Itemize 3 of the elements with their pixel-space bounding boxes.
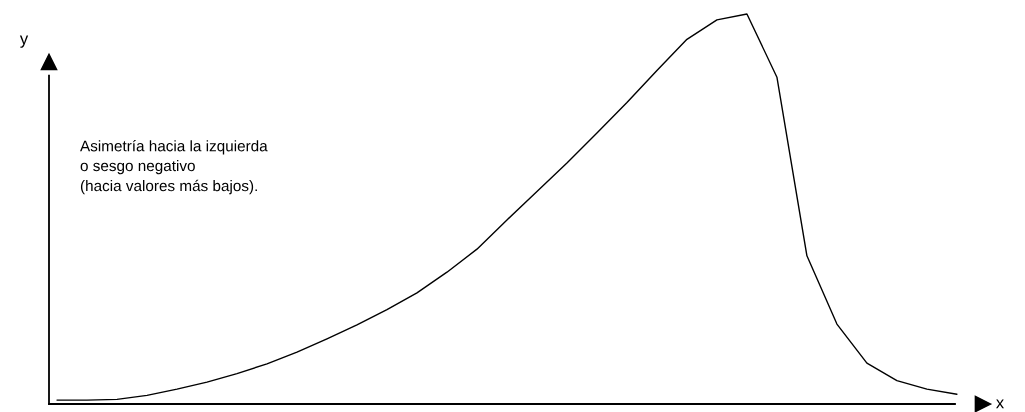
y-axis-title: y [19,35,29,48]
x-axis-title: x [996,399,1004,409]
annotation: Asimetría hacia la izquierda o sesgo negativo (hacia valores más bajos). [80,140,268,195]
